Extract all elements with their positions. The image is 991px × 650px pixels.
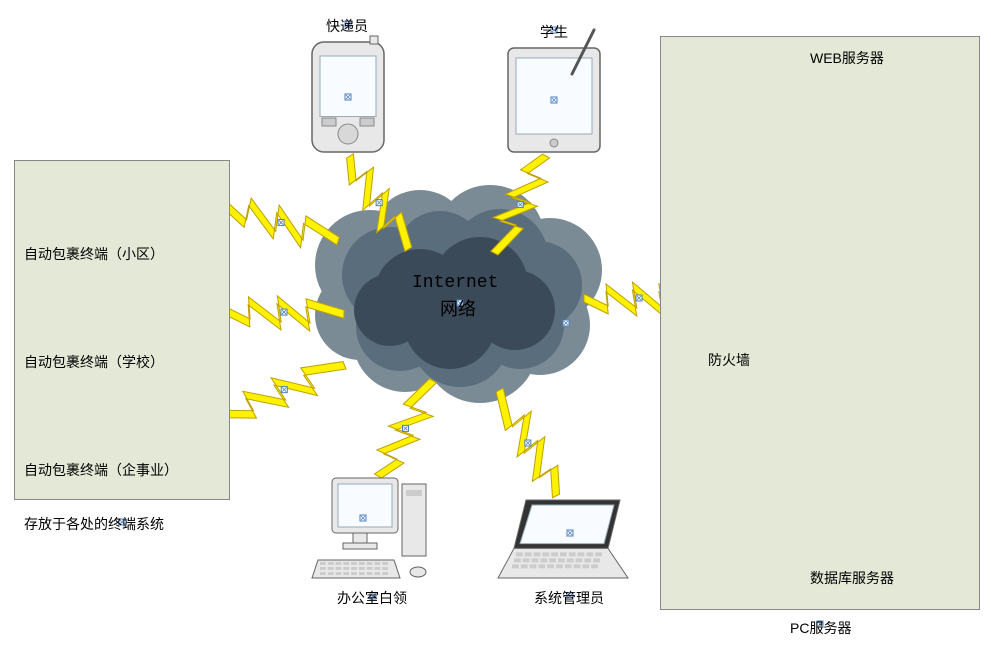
selection-handle bbox=[525, 440, 531, 446]
selection-handle bbox=[376, 200, 382, 206]
locker-0-label: 自动包裹终端（小区） bbox=[24, 244, 164, 264]
selection-handle bbox=[278, 220, 284, 226]
cloud-title-2: 网络 bbox=[440, 295, 476, 321]
selection-handle bbox=[403, 425, 409, 431]
locker-2-label: 自动包裹终端（企事业） bbox=[24, 460, 178, 480]
selection-handle bbox=[281, 309, 287, 315]
office-label: 办公室白领 bbox=[337, 588, 407, 608]
courier-label: 快递员 bbox=[326, 16, 368, 36]
selection-handle bbox=[360, 515, 366, 521]
selection-handle bbox=[563, 320, 569, 326]
server-group-caption: PC服务器 bbox=[790, 618, 851, 638]
terminal-group bbox=[14, 160, 230, 500]
selection-handle bbox=[567, 530, 573, 536]
cloud-title-1: Internet bbox=[412, 273, 498, 293]
tablet-icon bbox=[508, 30, 600, 152]
laptop-icon bbox=[498, 500, 628, 578]
student-label: 学生 bbox=[540, 22, 568, 42]
selection-handle bbox=[345, 94, 351, 100]
web-server-label: WEB服务器 bbox=[810, 48, 884, 68]
locker-1-label: 自动包裹终端（学校） bbox=[24, 352, 164, 372]
selection-handle bbox=[517, 202, 523, 208]
firewall-label: 防火墙 bbox=[708, 350, 750, 370]
selection-handle bbox=[551, 97, 557, 103]
server-group bbox=[660, 36, 980, 610]
selection-handle bbox=[636, 295, 642, 301]
admin-label: 系统管理员 bbox=[534, 588, 604, 608]
db-server-label: 数据库服务器 bbox=[810, 568, 894, 588]
terminal-group-caption: 存放于各处的终端系统 bbox=[24, 514, 164, 534]
desktop-icon bbox=[312, 478, 426, 578]
selection-handle bbox=[281, 387, 287, 393]
cloud-icon bbox=[315, 185, 602, 403]
